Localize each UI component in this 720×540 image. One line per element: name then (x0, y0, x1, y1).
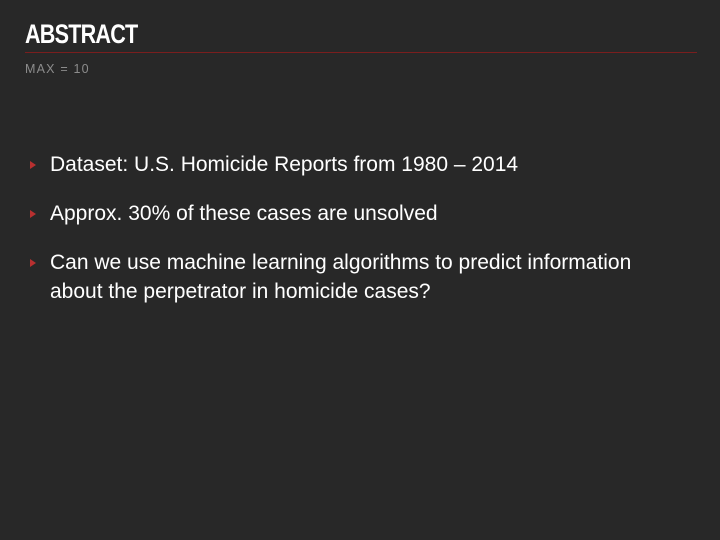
triangle-right-icon (30, 259, 36, 267)
bullet-text: Can we use machine learning algorithms t… (50, 251, 632, 303)
bullet-list: Dataset: U.S. Homicide Reports from 1980… (28, 150, 668, 326)
triangle-right-icon (30, 210, 36, 218)
slide-title: ABSTRACT (25, 19, 138, 49)
title-divider (25, 52, 697, 53)
triangle-right-icon (30, 161, 36, 169)
bullet-item: Approx. 30% of these cases are unsolved (28, 199, 668, 228)
bullet-item: Can we use machine learning algorithms t… (28, 248, 668, 306)
bullet-text: Dataset: U.S. Homicide Reports from 1980… (50, 153, 519, 176)
bullet-item: Dataset: U.S. Homicide Reports from 1980… (28, 150, 668, 179)
slide-subtitle: MAX = 10 (25, 62, 90, 76)
bullet-text: Approx. 30% of these cases are unsolved (50, 202, 438, 225)
